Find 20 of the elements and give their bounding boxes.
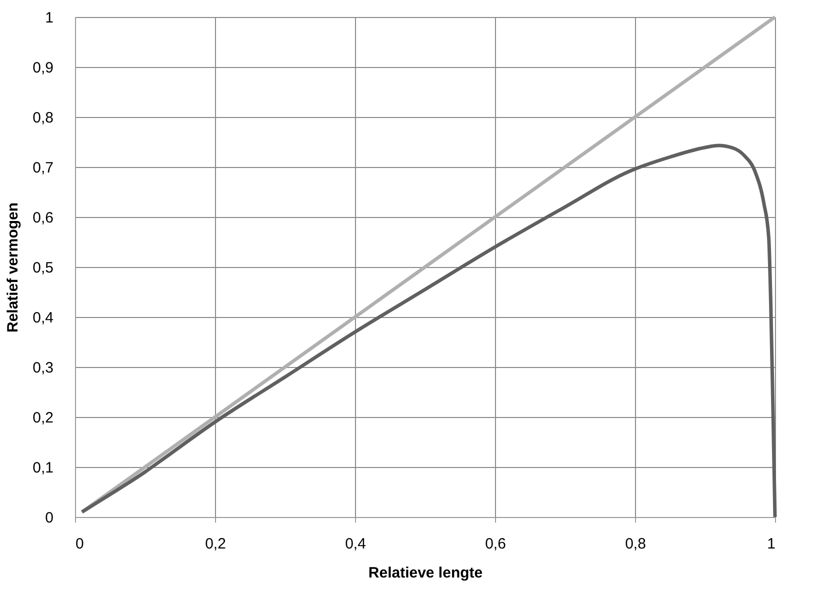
y-tick-label: 0 xyxy=(45,510,54,526)
y-tick-label: 0,6 xyxy=(32,210,54,226)
y-tick-label: 0,5 xyxy=(32,260,54,276)
y-tick-label: 0,8 xyxy=(32,110,54,126)
y-tick-label: 0,9 xyxy=(32,60,54,76)
y-tick-label: 0,3 xyxy=(32,360,54,376)
y-tick-label: 0,2 xyxy=(32,410,54,426)
x-tick-label: 0,6 xyxy=(485,536,506,552)
y-tick-label: 0,4 xyxy=(32,310,54,326)
y-axis-title: Relatief vermogen xyxy=(4,202,22,333)
x-tick-label: 0 xyxy=(76,536,84,552)
line-series xyxy=(80,144,777,519)
y-tick-label: 1 xyxy=(45,10,54,26)
y-tick-label: 0,1 xyxy=(32,460,54,476)
x-tick-label: 0,4 xyxy=(345,536,366,552)
x-axis-title: Relatieve lengte xyxy=(368,564,483,582)
x-tick-label: 0,2 xyxy=(205,536,226,552)
y-tick-label: 0,7 xyxy=(32,160,54,176)
x-tick-label: 1 xyxy=(767,536,776,552)
x-tick-label: 0,8 xyxy=(625,536,646,552)
